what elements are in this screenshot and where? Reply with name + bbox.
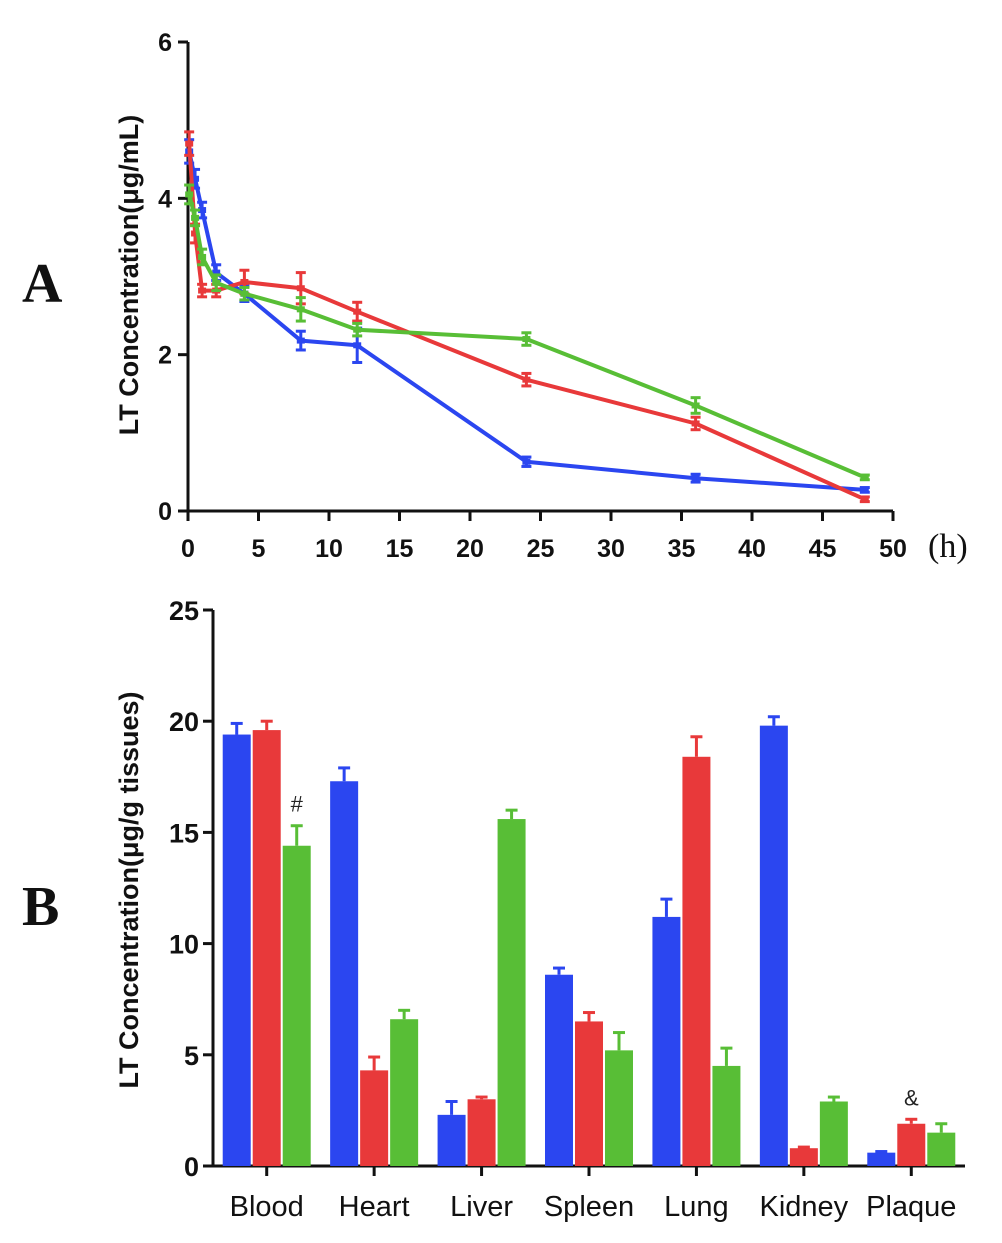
chart-a-point-red [296, 285, 305, 292]
chart-a-point-blue [198, 207, 207, 214]
chart-a-point-green [185, 191, 194, 198]
chart-a-x-tick-label: 40 [738, 535, 766, 563]
chart-b-bar-blue [545, 974, 573, 1166]
chart-a-x-tick-label: 0 [181, 535, 195, 563]
chart-b-y-tick-label: 10 [169, 930, 199, 960]
chart-b-category-label: Liver [450, 1191, 513, 1223]
chart-b-y-tick-label: 5 [184, 1041, 199, 1071]
chart-a-point-green [296, 306, 305, 313]
chart-a-xlabel: (h) [928, 528, 968, 565]
chart-a-point-green [860, 474, 869, 481]
chart-a-point-blue [296, 337, 305, 344]
chart-b-y-tick-label: 15 [169, 818, 199, 848]
chart-a-series-line-red [187, 143, 866, 502]
chart-b-category-label: Lung [664, 1191, 729, 1223]
chart-a-ylabel: LT Concentration(μg/mL) [114, 115, 144, 435]
chart-b-y-tick-label: 0 [184, 1152, 199, 1182]
chart-b-bar-red [897, 1123, 926, 1166]
chart-a-point-green [691, 402, 700, 409]
chart-b-bar-green [712, 1065, 741, 1166]
panel-b-label: B [22, 876, 59, 938]
chart-a-point-red [191, 230, 200, 237]
chart-b-category-label: Plaque [866, 1191, 956, 1223]
line-chart-pharmacokinetics: 0 2 4 6 0 5 10 15 20 25 30 35 40 45 50 [158, 29, 907, 563]
chart-b-category-label: Kidney [760, 1191, 849, 1223]
chart-a-point-red [522, 376, 531, 383]
chart-b-bar-green [390, 1019, 419, 1166]
chart-a-y-tick-label: 4 [158, 185, 172, 213]
chart-b-category-label: Spleen [544, 1191, 634, 1223]
chart-a-point-red [860, 496, 869, 503]
chart-a-point-blue [860, 486, 869, 493]
chart-a-point-red [240, 278, 249, 285]
bar-chart-tissue-distribution: 0 5 10 15 20 25 Blood Heart Liver Spleen Lung Kidne… [169, 596, 965, 1223]
chart-a-x-tick-label: 10 [315, 535, 343, 563]
chart-a-x-tick-label: 20 [456, 535, 484, 563]
chart-a-point-blue [212, 269, 221, 276]
chart-b-bar-blue [437, 1114, 466, 1166]
chart-a-point-green [212, 279, 221, 286]
chart-b-bar-red [789, 1148, 818, 1166]
chart-a-point-green [240, 290, 249, 297]
chart-a-point-blue [353, 342, 362, 349]
chart-b-bar-blue [759, 725, 788, 1166]
chart-b-bar-red [360, 1070, 389, 1166]
chart-a-point-red [353, 308, 362, 315]
chart-b-bar-green [819, 1101, 848, 1166]
chart-b-bar-blue [652, 916, 681, 1166]
chart-b-bar-red [467, 1099, 496, 1166]
chart-a-point-red [185, 140, 194, 147]
chart-b-category-label: Blood [230, 1191, 304, 1223]
chart-a-point-blue [691, 475, 700, 482]
chart-b-y-tick-label: 25 [169, 596, 199, 626]
chart-a-point-red [198, 287, 207, 294]
chart-b-significance-mark: & [904, 1085, 919, 1110]
chart-b-bar-red [252, 730, 281, 1166]
chart-b-bar-green [927, 1132, 956, 1166]
chart-a-x-tick-label: 50 [879, 535, 907, 563]
chart-b-category-label: Heart [339, 1191, 410, 1223]
chart-a-x-tick-label: 5 [252, 535, 266, 563]
chart-a-y-tick-label: 0 [158, 498, 172, 526]
chart-b-bar-red [682, 756, 711, 1166]
chart-b-bar-blue [330, 781, 359, 1166]
chart-b-bar-green [497, 819, 526, 1166]
chart-a-y-tick-label: 2 [158, 342, 172, 370]
chart-a-x-tick-label: 15 [386, 535, 414, 563]
chart-a-point-green [198, 253, 207, 260]
chart-a-x-tick-label: 45 [809, 535, 837, 563]
chart-a-point-green [353, 326, 362, 333]
chart-a-point-green [191, 214, 200, 221]
chart-a-point-blue [522, 458, 531, 465]
chart-b-bar-blue [867, 1152, 896, 1166]
chart-a-x-tick-label: 25 [527, 535, 555, 563]
chart-b-bar-blue [222, 734, 251, 1166]
chart-a-point-green [522, 336, 531, 343]
panel-a-label: A [22, 253, 63, 315]
chart-b-significance-mark: # [291, 792, 304, 817]
chart-a-series-line-green [187, 193, 866, 480]
chart-a-x-tick-label: 35 [668, 535, 696, 563]
chart-b-bar-green [605, 1050, 633, 1166]
chart-b-bar-green [282, 845, 311, 1166]
chart-a-series-line-blue [187, 150, 865, 492]
chart-b-y-tick-label: 20 [169, 707, 199, 737]
chart-b-bar-red [575, 1021, 603, 1166]
chart-a-point-red [691, 420, 700, 427]
chart-a-x-tick-label: 30 [597, 535, 625, 563]
chart-b-ylabel: LT Concentration(μg/g tissues) [114, 691, 144, 1088]
chart-a-y-tick-label: 6 [158, 29, 172, 57]
chart-a-point-blue [191, 175, 200, 182]
